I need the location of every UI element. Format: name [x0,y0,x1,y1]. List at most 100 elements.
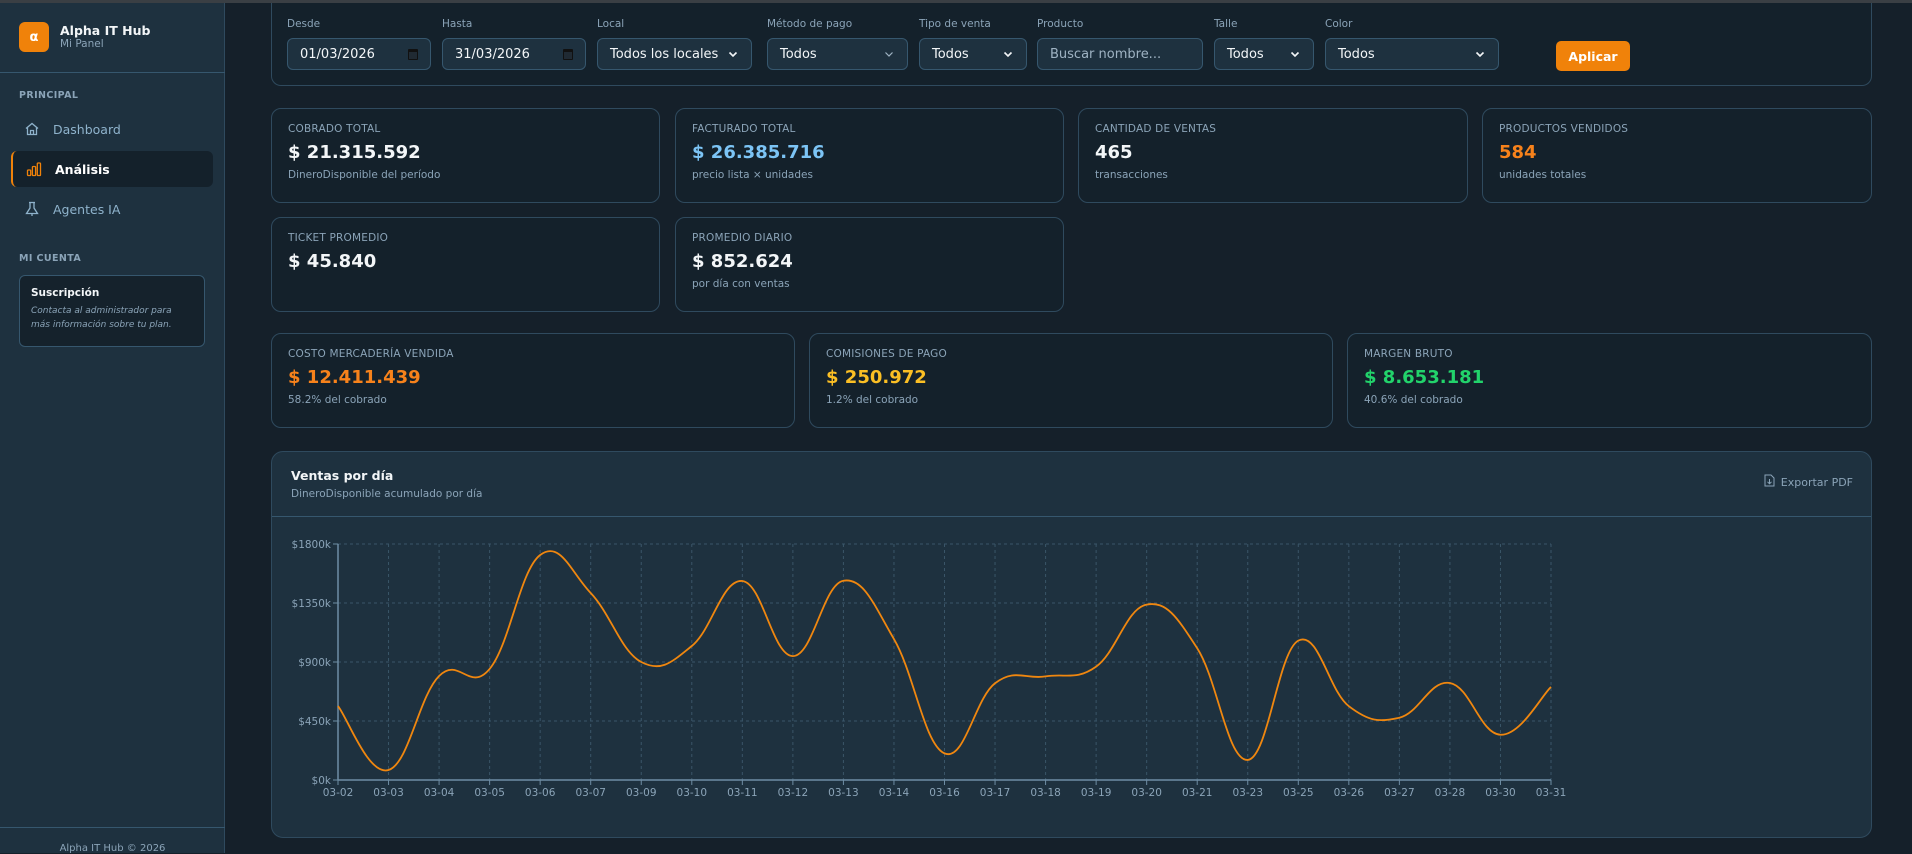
subscription-text: Contacta al administrador para más infor… [31,306,172,330]
svg-text:03-19: 03-19 [1081,787,1112,799]
sidebar-item-analisis[interactable]: Análisis [11,151,213,187]
sale-type-select[interactable]: Todos [919,38,1027,70]
sidebar-item-label: Agentes IA [53,201,121,217]
brand-logo-icon: α [19,22,49,52]
kpi-value: $ 8.653.181 [1364,367,1485,388]
filter-label: Hasta [442,18,473,30]
kpi-subtitle: DineroDisponible del período [288,169,441,181]
kpi-label: COMISIONES DE PAGO [826,348,947,360]
svg-text:03-20: 03-20 [1131,787,1162,799]
local-select[interactable]: Todos los locales [597,38,752,70]
kpi-value: $ 852.624 [692,251,793,272]
svg-text:03-26: 03-26 [1334,787,1365,799]
export-pdf-button[interactable]: Exportar PDF [1764,474,1853,490]
sidebar-item-label: Análisis [55,161,110,177]
kpi-costo-mercaderia: COSTO MERCADERÍA VENDIDA $ 12.411.439 58… [271,333,795,428]
calendar-icon[interactable] [408,48,418,60]
kpi-label: COSTO MERCADERÍA VENDIDA [288,348,454,360]
svg-text:03-21: 03-21 [1182,787,1213,799]
svg-text:$900k: $900k [298,657,332,669]
kpi-value: $ 26.385.716 [692,142,825,163]
product-search-input[interactable]: Buscar nombre... [1037,38,1203,70]
flask-icon [23,200,41,218]
size-select[interactable]: Todos [1214,38,1314,70]
filter-color: Color Todos [1325,18,1499,70]
chart-header: Ventas por día DineroDisponible acumulad… [272,452,1871,517]
kpi-label: PROMEDIO DIARIO [692,232,793,244]
filter-hasta: Hasta 31/03/2026 [442,18,586,70]
kpi-subtitle: por día con ventas [692,278,790,290]
kpi-value: 584 [1499,142,1537,163]
chevron-down-icon [1475,51,1485,58]
brand-subtitle: Mi Panel [60,38,104,50]
chart-title: Ventas por día [291,468,394,483]
date-from-input[interactable]: 01/03/2026 [287,38,431,70]
date-from-value: 01/03/2026 [300,46,375,62]
kpi-productos-vendidos: PRODUCTOS VENDIDOS 584 unidades totales [1482,108,1872,203]
kpi-subtitle: unidades totales [1499,169,1587,181]
svg-text:03-04: 03-04 [424,787,455,799]
color-select[interactable]: Todos [1325,38,1499,70]
kpi-ticket-promedio: TICKET PROMEDIO $ 45.840 [271,217,660,312]
product-search-placeholder: Buscar nombre... [1050,46,1162,62]
svg-text:03-05: 03-05 [474,787,505,799]
kpi-margen-bruto: MARGEN BRUTO $ 8.653.181 40.6% del cobra… [1347,333,1872,428]
sidebar-item-agentes-ia[interactable]: Agentes IA [11,191,213,227]
home-icon [23,120,41,138]
section-label-mi-cuenta: MI CUENTA [19,253,82,264]
svg-text:$0k: $0k [312,775,332,787]
export-pdf-label: Exportar PDF [1780,475,1853,489]
kpi-subtitle: transacciones [1095,169,1168,181]
kpi-label: COBRADO TOTAL [288,123,381,135]
filter-label: Local [597,18,625,30]
size-select-value: Todos [1227,46,1264,62]
subscription-title: Suscripción [31,287,100,299]
kpi-value: $ 12.411.439 [288,367,421,388]
svg-text:03-12: 03-12 [778,787,809,799]
svg-text:03-23: 03-23 [1232,787,1263,799]
kpi-cobrado-total: COBRADO TOTAL $ 21.315.592 DineroDisponi… [271,108,660,203]
svg-text:03-25: 03-25 [1283,787,1314,799]
filter-tipo-venta: Tipo de venta Todos [919,18,1027,70]
filter-label: Producto [1037,18,1084,30]
window-top-border [0,0,1912,3]
kpi-subtitle: 1.2% del cobrado [826,394,919,406]
section-label-principal: PRINCIPAL [19,90,79,101]
kpi-value: $ 21.315.592 [288,142,421,163]
svg-text:$450k: $450k [298,716,332,728]
kpi-label: TICKET PROMEDIO [288,232,389,244]
sidebar-item-dashboard[interactable]: Dashboard [11,111,213,147]
chevron-down-icon [885,52,893,57]
svg-text:$1800k: $1800k [292,539,332,551]
kpi-promedio-diario: PROMEDIO DIARIO $ 852.624 por día con ve… [675,217,1064,312]
chart-subtitle: DineroDisponible acumulado por día [291,488,483,500]
apply-button[interactable]: Aplicar [1556,41,1630,71]
kpi-comisiones-pago: COMISIONES DE PAGO $ 250.972 1.2% del co… [809,333,1333,428]
svg-text:03-07: 03-07 [575,787,606,799]
color-select-value: Todos [1338,46,1375,62]
line-chart[interactable]: $0k $450k $900k $1350k $1800k 03-02 03-03 03-04… [272,518,1873,838]
svg-text:03-28: 03-28 [1435,787,1466,799]
sidebar-footer: Alpha IT Hub © 2026 [59,843,166,854]
filter-label: Método de pago [767,18,853,30]
payment-method-select[interactable]: Todos [767,38,908,70]
svg-text:03-03: 03-03 [373,787,404,799]
filters-bar: Desde 01/03/2026 Hasta 31/03/2026 Local … [271,3,1872,86]
filter-desde: Desde 01/03/2026 [287,18,431,70]
kpi-label: FACTURADO TOTAL [692,123,796,135]
sidebar-divider [0,72,225,73]
date-to-input[interactable]: 31/03/2026 [442,38,586,70]
filter-label: Tipo de venta [919,18,991,30]
svg-text:03-30: 03-30 [1485,787,1516,799]
brand[interactable]: α Alpha IT Hub Mi Panel [19,22,150,52]
file-download-icon [1764,474,1775,490]
svg-text:03-10: 03-10 [677,787,708,799]
sidebar: α Alpha IT Hub Mi Panel PRINCIPAL Dashbo… [0,3,225,854]
svg-text:03-17: 03-17 [980,787,1011,799]
kpi-subtitle: 58.2% del cobrado [288,394,387,406]
kpi-value: $ 45.840 [288,251,377,272]
local-select-value: Todos los locales [610,46,719,62]
calendar-icon[interactable] [563,48,573,60]
filter-local: Local Todos los locales [597,18,752,70]
